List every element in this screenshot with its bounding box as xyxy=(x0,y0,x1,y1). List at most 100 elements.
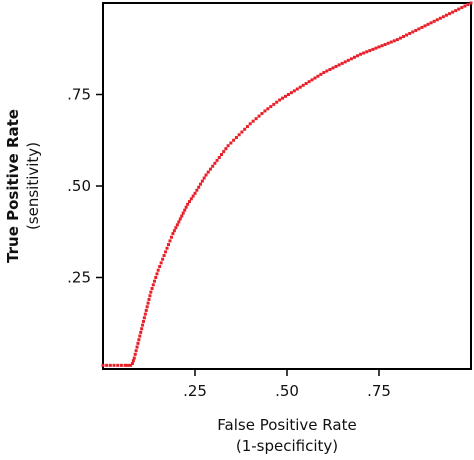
roc-point xyxy=(331,66,335,70)
roc-point xyxy=(371,47,375,51)
roc-point xyxy=(343,60,347,64)
roc-point xyxy=(420,25,424,29)
roc-point xyxy=(134,349,138,353)
roc-point xyxy=(215,158,219,162)
roc-point xyxy=(356,54,360,58)
roc-point xyxy=(469,1,473,5)
roc-point xyxy=(119,363,123,367)
roc-point xyxy=(183,208,187,212)
roc-point xyxy=(208,167,212,171)
roc-point xyxy=(143,312,147,316)
roc-point xyxy=(251,119,255,123)
roc-point xyxy=(178,217,182,221)
roc-point xyxy=(135,345,139,349)
roc-point xyxy=(451,10,455,14)
roc-point xyxy=(240,130,244,134)
roc-point xyxy=(180,214,184,218)
roc-point xyxy=(337,63,341,67)
roc-point xyxy=(408,32,412,35)
roc-point xyxy=(248,122,252,126)
roc-point xyxy=(202,176,206,180)
roc-point xyxy=(101,363,105,367)
roc-point xyxy=(254,117,258,121)
roc-point xyxy=(377,45,381,49)
roc-point xyxy=(108,363,112,367)
roc-point xyxy=(310,78,314,82)
roc-point xyxy=(171,232,175,236)
roc-point xyxy=(211,164,215,168)
roc-point xyxy=(162,254,166,258)
roc-point xyxy=(466,3,470,7)
roc-point xyxy=(444,13,448,17)
roc-point xyxy=(292,89,296,93)
roc-point xyxy=(286,93,290,96)
roc-point xyxy=(200,179,204,183)
x-axis-ticks: .25 .50 .75 xyxy=(183,369,391,400)
roc-point xyxy=(191,194,195,198)
roc-point xyxy=(432,19,436,23)
roc-point xyxy=(199,182,203,186)
roc-point xyxy=(158,265,162,269)
roc-point xyxy=(139,330,143,334)
roc-point xyxy=(441,15,445,19)
roc-point xyxy=(417,27,421,31)
roc-point xyxy=(426,22,430,26)
roc-point xyxy=(402,35,406,39)
roc-point xyxy=(136,341,140,345)
roc-point xyxy=(232,138,236,142)
roc-point xyxy=(398,36,402,40)
roc-point xyxy=(365,50,369,54)
roc-point xyxy=(112,363,116,367)
roc-point xyxy=(217,155,221,159)
y-tick-label: .75 xyxy=(67,86,91,104)
roc-point xyxy=(229,141,233,145)
roc-point xyxy=(169,235,173,239)
roc-point xyxy=(129,363,133,367)
roc-point xyxy=(126,363,130,367)
roc-point xyxy=(334,64,338,68)
roc-point xyxy=(141,323,145,327)
roc-point xyxy=(186,202,190,206)
roc-point xyxy=(383,42,387,46)
roc-point xyxy=(137,338,141,342)
roc-point xyxy=(193,191,197,195)
roc-point xyxy=(133,352,137,356)
roc-point xyxy=(168,239,172,243)
roc-point xyxy=(386,41,390,45)
y-axis-ticks: .25 .50 .75 xyxy=(67,86,103,287)
plot-frame xyxy=(102,2,472,370)
roc-point xyxy=(266,107,270,111)
roc-point xyxy=(206,170,210,174)
roc-point xyxy=(159,261,163,265)
roc-point xyxy=(423,24,427,28)
x-axis-label: False Positive Rate xyxy=(217,416,356,434)
roc-point xyxy=(197,185,201,189)
roc-point xyxy=(131,359,135,363)
roc-point xyxy=(435,18,439,22)
roc-point xyxy=(275,100,279,104)
roc-point xyxy=(301,83,305,87)
roc-point xyxy=(156,268,160,272)
roc-point xyxy=(298,85,302,89)
x-tick-label: .25 xyxy=(183,382,207,400)
roc-point xyxy=(148,294,152,298)
roc-point xyxy=(237,133,241,137)
roc-point xyxy=(463,4,467,8)
roc-point xyxy=(460,6,464,10)
y-tick-label: .50 xyxy=(67,177,91,195)
roc-point xyxy=(245,125,249,129)
roc-point xyxy=(105,363,109,367)
roc-point xyxy=(289,91,293,95)
roc-point xyxy=(161,257,165,261)
roc-point xyxy=(187,200,191,204)
roc-point xyxy=(405,33,409,37)
roc-point xyxy=(395,38,399,42)
x-tick-label: .75 xyxy=(367,382,391,400)
roc-point xyxy=(172,229,176,233)
roc-point xyxy=(322,71,326,75)
roc-point xyxy=(222,150,226,154)
roc-point xyxy=(429,21,433,25)
roc-point xyxy=(154,276,158,279)
roc-point xyxy=(284,94,288,98)
